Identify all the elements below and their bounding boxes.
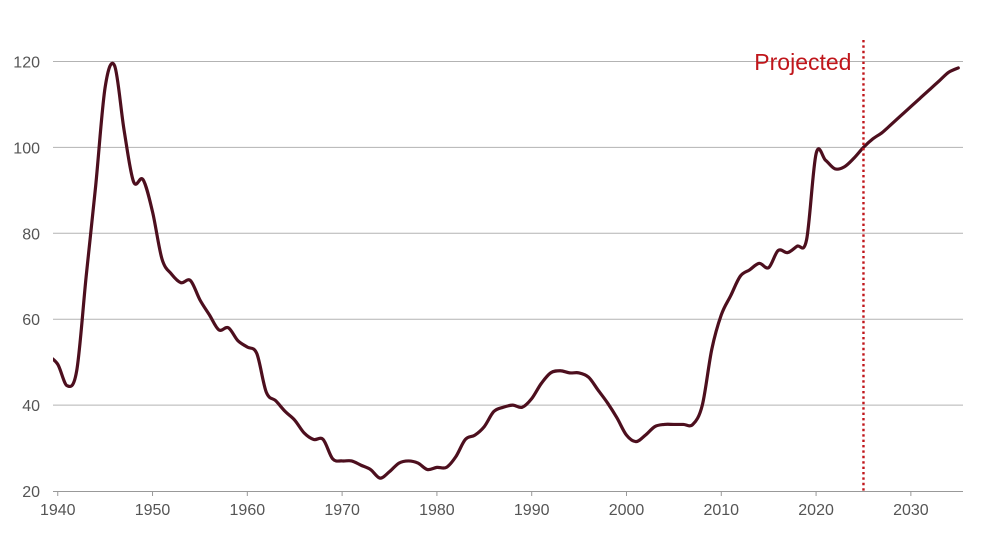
x-tick-label: 1990 (514, 502, 550, 519)
x-tick-label: 2010 (703, 502, 739, 519)
x-axis-line (53, 491, 963, 496)
y-tick-label: 60 (22, 312, 40, 329)
x-tick-label: 2020 (798, 502, 834, 519)
y-tick-label: 20 (22, 484, 40, 501)
y-tick-label: 40 (22, 398, 40, 415)
x-tick-label: 1940 (40, 502, 76, 519)
x-axis-ticks: 1940 1950 1960 1970 1980 1990 2000 2010 2020 2030 (40, 502, 929, 519)
y-axis-ticks: 20 40 60 80 100 120 (13, 54, 40, 501)
projected-label: Projected (754, 49, 851, 75)
x-tick-label: 2000 (609, 502, 645, 519)
x-tick-label: 1960 (230, 502, 266, 519)
x-tick-label: 2030 (893, 502, 929, 519)
x-tick-label: 1980 (419, 502, 455, 519)
series-line (53, 61, 960, 480)
y-tick-label: 120 (13, 54, 40, 71)
y-tick-label: 80 (22, 226, 40, 243)
grid-lines (53, 60, 963, 406)
x-tick-label: 1950 (135, 502, 171, 519)
y-tick-label: 100 (13, 140, 40, 157)
x-tick-label: 1970 (324, 502, 360, 519)
